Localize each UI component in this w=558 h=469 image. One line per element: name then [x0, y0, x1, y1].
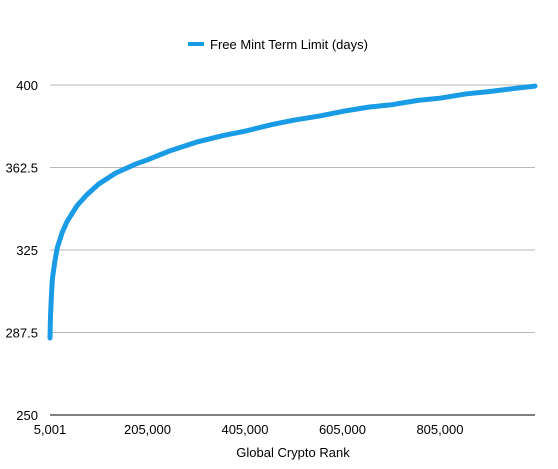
y-axis-tick-labels: 250 287.5 325 362.5 400	[5, 78, 38, 423]
x-tick-label: 805,000	[416, 422, 463, 437]
series-layer	[47, 83, 538, 341]
x-tick-label: 605,000	[319, 422, 366, 437]
y-tick-label: 400	[16, 78, 38, 93]
x-axis-tick-labels: 5,001 205,000 405,000 605,000 805,000	[34, 422, 464, 437]
x-tick-label: 5,001	[34, 422, 67, 437]
y-tick-label: 325	[16, 243, 38, 258]
x-axis-title: Global Crypto Rank	[236, 445, 350, 460]
series-line	[47, 83, 538, 341]
x-tick-label: 205,000	[124, 422, 171, 437]
y-tick-label: 287.5	[5, 326, 38, 341]
y-tick-label: 362.5	[5, 161, 38, 176]
legend-label: Free Mint Term Limit (days)	[210, 37, 368, 52]
y-tick-label: 250	[16, 408, 38, 423]
x-tick-label: 405,000	[221, 422, 268, 437]
legend: Free Mint Term Limit (days)	[188, 37, 368, 52]
